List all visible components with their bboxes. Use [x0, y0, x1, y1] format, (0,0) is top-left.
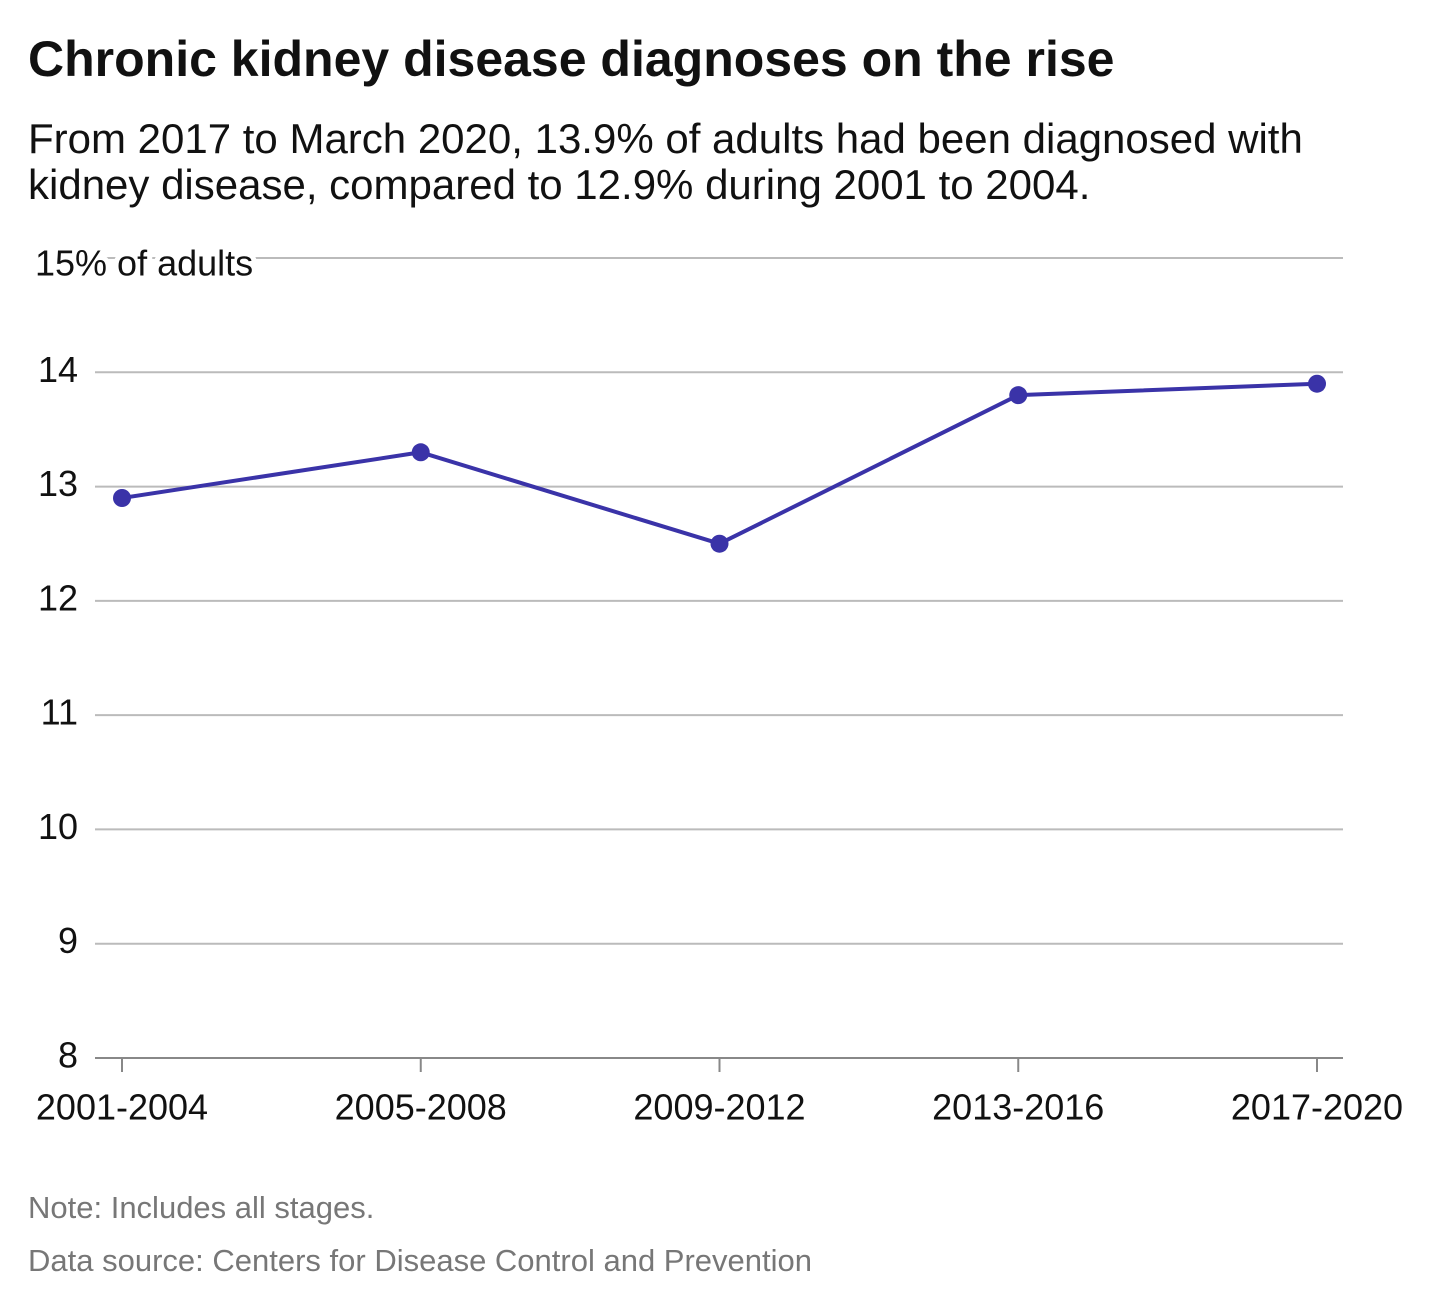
data-point — [411, 443, 430, 462]
x-tick-label: 2005-2008 — [335, 1087, 507, 1128]
y-tick-label: 12 — [38, 577, 78, 618]
y-tick-label: 10 — [38, 806, 78, 847]
data-point — [1308, 374, 1326, 393]
data-point — [710, 534, 729, 553]
x-tick-label: 2009-2012 — [633, 1087, 805, 1128]
chart-title: Chronic kidney disease diagnoses on the … — [28, 31, 1115, 87]
x-tick-label: 2017-2020 — [1231, 1087, 1403, 1128]
y-tick-label: 9 — [58, 920, 78, 961]
data-point — [113, 489, 131, 507]
note: Note: Includes all stages. — [28, 1190, 375, 1225]
chart-subtitle: From 2017 to March 2020, 13.9% of adults… — [28, 115, 1303, 208]
y-tick-label: 13 — [38, 463, 78, 504]
y-tick-label: 15% of adults — [35, 243, 253, 284]
x-tick-label: 2013-2016 — [932, 1087, 1104, 1128]
y-tick-label: 14 — [38, 349, 78, 390]
series-line — [121, 381, 1318, 546]
data-point — [1009, 386, 1028, 405]
y-tick-label: 11 — [41, 692, 78, 733]
x-tick-label: 2001-2004 — [36, 1087, 208, 1128]
source: Data source: Centers for Disease Control… — [28, 1243, 813, 1278]
y-tick-label: 8 — [58, 1035, 78, 1076]
